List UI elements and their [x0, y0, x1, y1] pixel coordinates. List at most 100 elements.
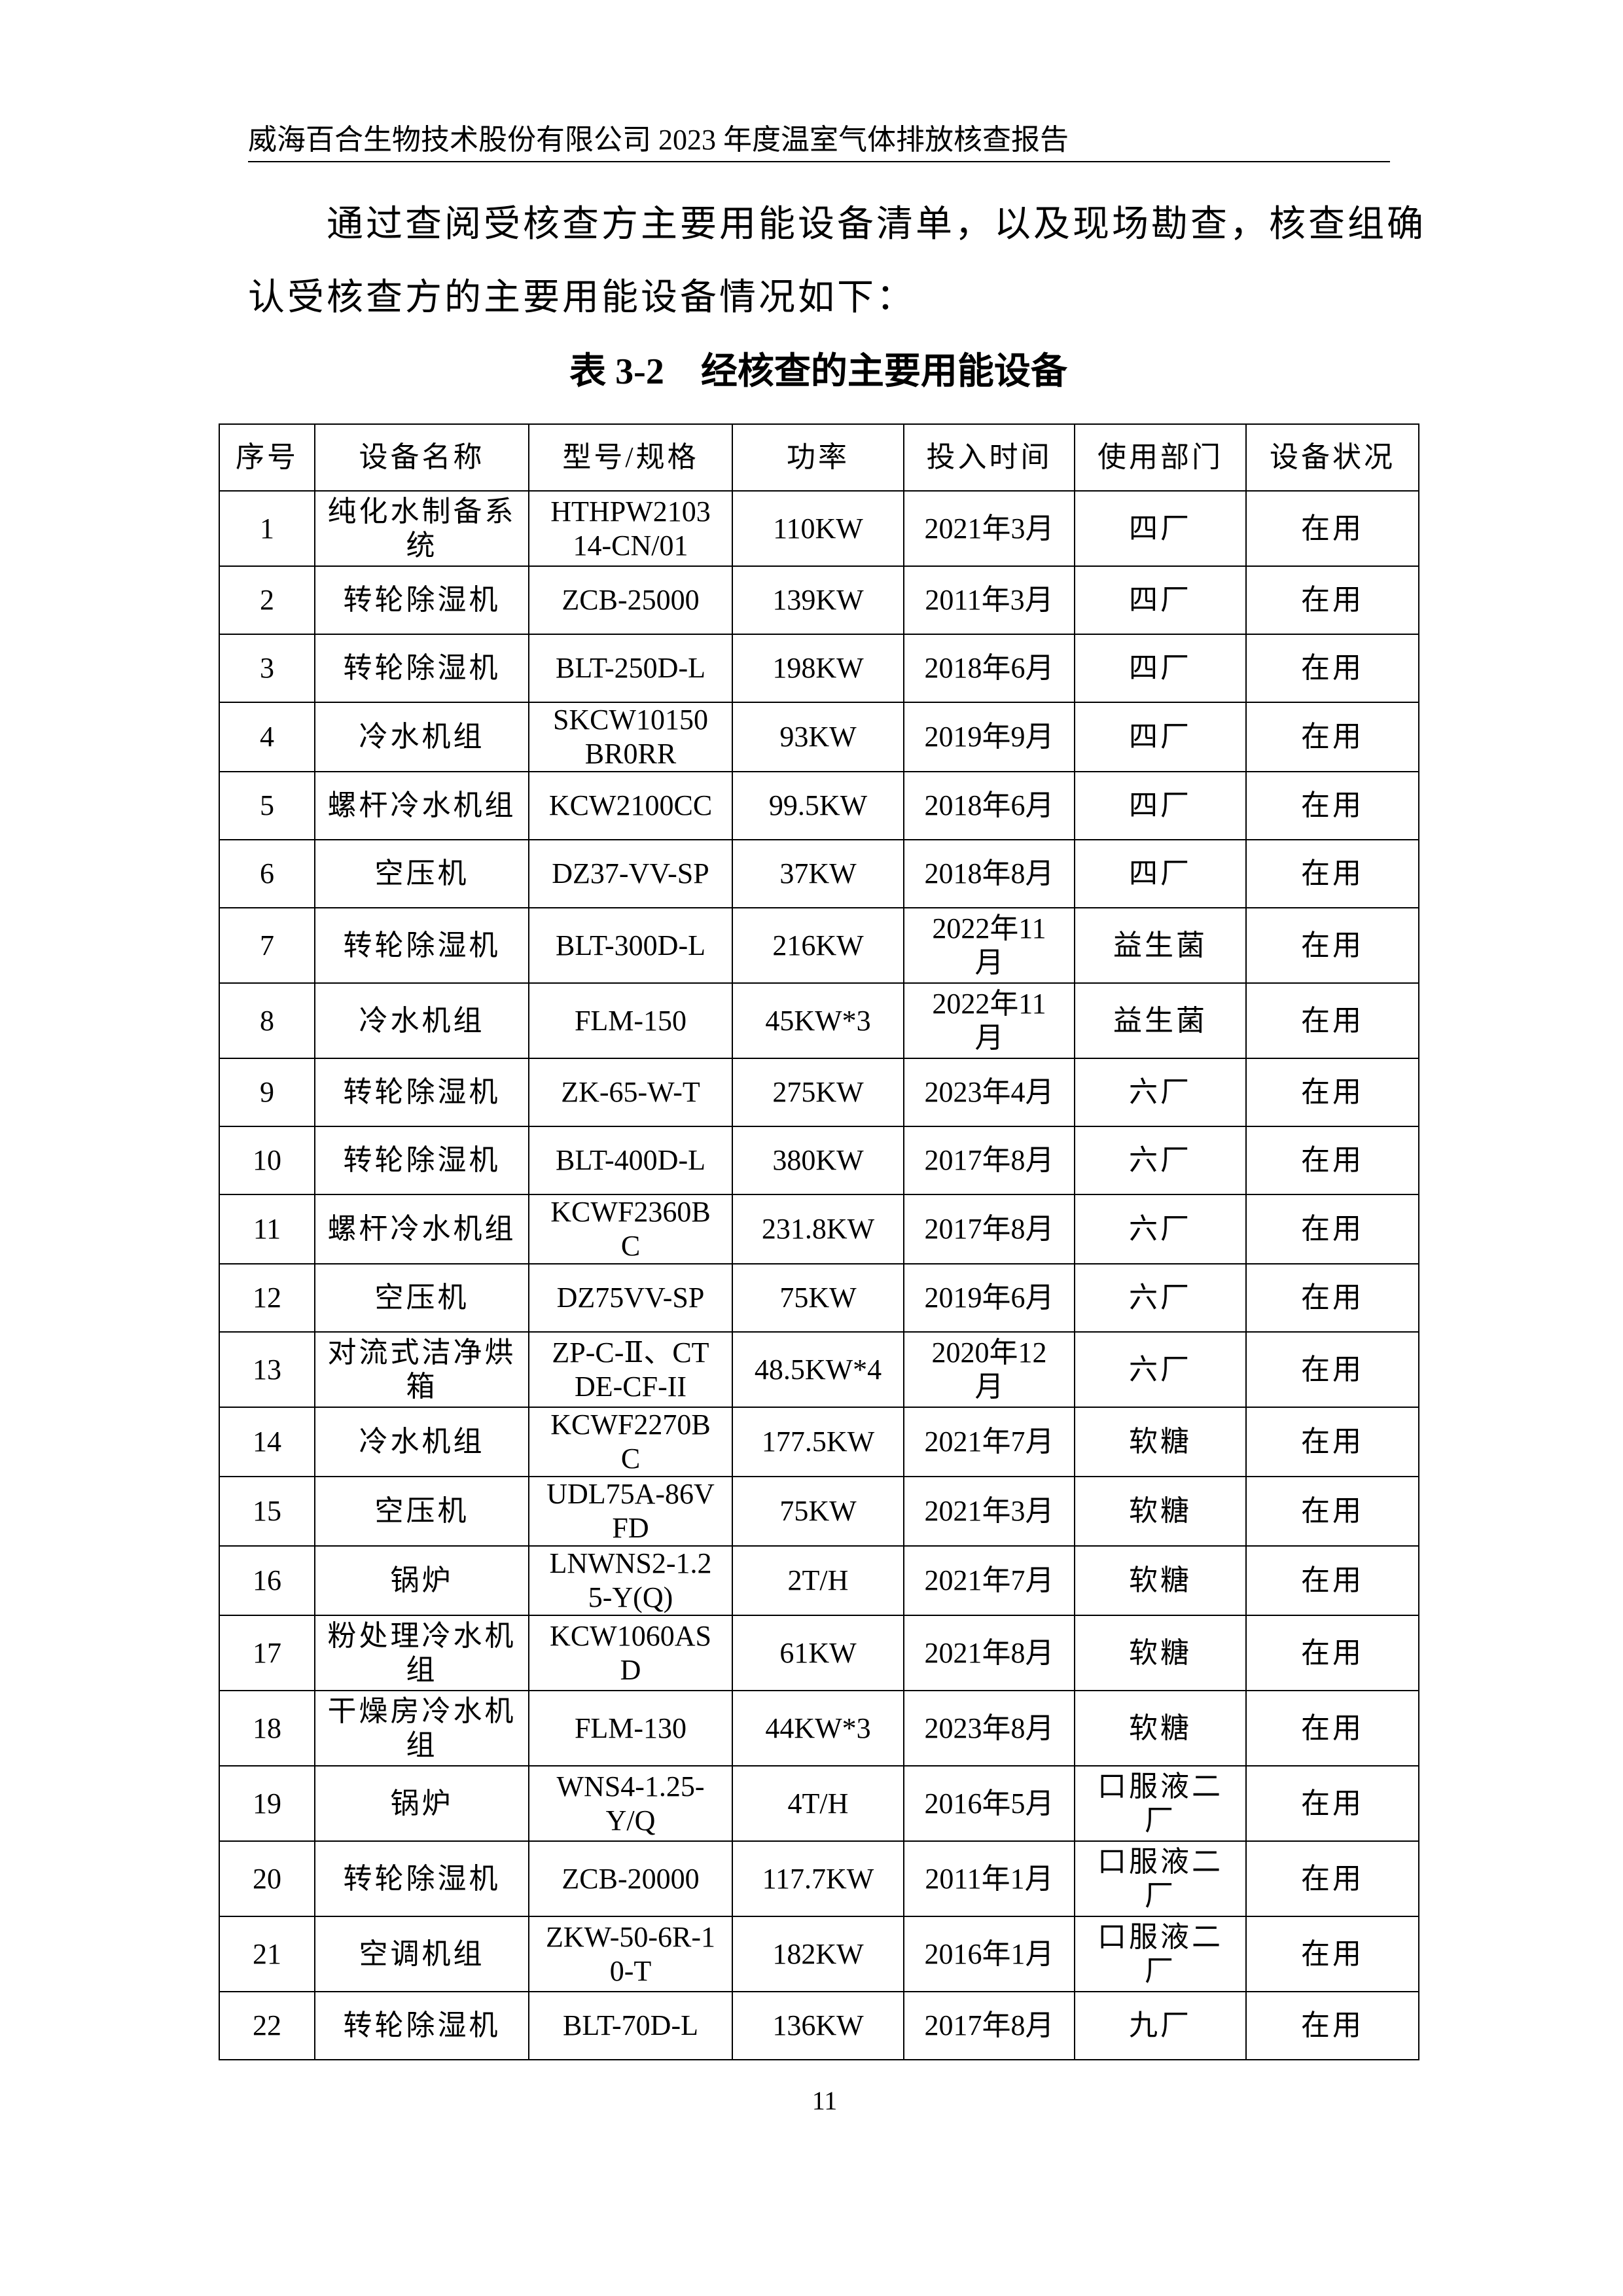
- cell-department: 软糖: [1074, 1545, 1247, 1616]
- cell-name: 转轮除湿机: [314, 907, 529, 984]
- cell-name: 锅炉: [314, 1765, 529, 1842]
- cell-date: 2018年8月: [903, 839, 1075, 908]
- cell-index: 22: [219, 1991, 315, 2060]
- table-row: 16 锅炉 LNWNS2-1.25-Y(Q) 2T/H 2021年7月 软糖 在用: [219, 1545, 1419, 1616]
- cell-department: 益生菌: [1074, 907, 1247, 984]
- cell-model: KCWF2360BC: [528, 1194, 733, 1265]
- cell-power: 380KW: [732, 1126, 904, 1195]
- header-name: 设备名称: [314, 423, 529, 492]
- table-row: 1 纯化水制备系统 HTHPW210314-CN/01 110KW 2021年3月 四厂在…: [219, 490, 1419, 567]
- cell-model: LNWNS2-1.25-Y(Q): [528, 1545, 733, 1616]
- cell-date: 2019年6月: [903, 1263, 1075, 1333]
- table-row: 6 空压机 DZ37-VV-SP 37KW 2018年8月 四厂 在用: [219, 839, 1419, 908]
- cell-model: BLT-300D-L: [528, 907, 733, 984]
- cell-model: DZ37-VV-SP: [528, 839, 733, 908]
- cell-index: 10: [219, 1126, 315, 1195]
- table-row: 9 转轮除湿机 ZK-65-W-T 275KW 2023年4月 六厂 在用: [219, 1058, 1419, 1127]
- cell-date: 2018年6月: [903, 771, 1075, 840]
- cell-power: 275KW: [732, 1058, 904, 1127]
- cell-power: 99.5KW: [732, 771, 904, 840]
- table-row: 10 转轮除湿机 BLT-400D-L 380KW 2017年8月 六厂 在用: [219, 1126, 1419, 1195]
- table-row: 4 冷水机组 SKCW10150BR0RR 93KW 2019年9月 四厂 在用: [219, 702, 1419, 772]
- cell-date: 2018年6月: [903, 634, 1075, 703]
- header-date: 投入时间: [903, 423, 1075, 492]
- table-row: 21 空调机组 ZKW-50-6R-10-T 182KW 2016年1月 口服液二厂 在用: [219, 1916, 1419, 1992]
- cell-status: 在用: [1245, 1058, 1419, 1127]
- cell-power: 45KW*3: [732, 982, 904, 1059]
- cell-date: 2017年8月: [903, 1126, 1075, 1195]
- cell-department: 六厂: [1074, 1194, 1247, 1265]
- cell-name: 转轮除湿机: [314, 565, 529, 635]
- cell-date: 2011年3月: [903, 565, 1075, 635]
- cell-model: SKCW10150BR0RR: [528, 702, 733, 772]
- cell-department: 六厂: [1074, 1263, 1247, 1333]
- cell-status: 在用: [1245, 907, 1419, 984]
- cell-status: 在用: [1245, 1916, 1419, 1992]
- cell-model: KCW1060ASD: [528, 1615, 733, 1691]
- table-row: 22 转轮除湿机 BLT-70D-L 136KW 2017年8月 九厂 在用: [219, 1991, 1419, 2060]
- cell-name: 螺杆冷水机组: [314, 771, 529, 840]
- cell-model: UDL75A-86VFD: [528, 1476, 733, 1547]
- cell-date: 2023年4月: [903, 1058, 1075, 1127]
- cell-model: BLT-400D-L: [528, 1126, 733, 1195]
- cell-date: 2022年11月: [903, 982, 1075, 1059]
- cell-status: 在用: [1245, 1615, 1419, 1691]
- intro-line-1: 通过查阅受核查方主要用能设备清单，以及现场勘查，核查组确: [327, 204, 1426, 245]
- cell-name: 转轮除湿机: [314, 634, 529, 703]
- cell-index: 17: [219, 1615, 315, 1691]
- cell-department: 四厂: [1074, 702, 1247, 772]
- header-department: 使用部门: [1074, 423, 1247, 492]
- cell-index: 7: [219, 907, 315, 984]
- table-row: 14 冷水机组 KCWF2270BC 177.5KW 2021年7月 软糖 在用: [219, 1407, 1419, 1477]
- cell-date: 2021年8月: [903, 1615, 1075, 1691]
- table-row: 12 空压机 DZ75VV-SP 75KW 2019年6月 六厂 在用: [219, 1263, 1419, 1333]
- cell-name: 冷水机组: [314, 702, 529, 772]
- table-row: 7 转轮除湿机 BLT-300D-L 216KW 2022年11月 益生菌 在用: [219, 907, 1419, 984]
- cell-date: 2020年12月: [903, 1331, 1075, 1408]
- cell-department: 九厂: [1074, 1991, 1247, 2060]
- cell-index: 13: [219, 1331, 315, 1408]
- cell-department: 益生菌: [1074, 982, 1247, 1059]
- cell-power: 61KW: [732, 1615, 904, 1691]
- cell-name: 锅炉: [314, 1545, 529, 1616]
- running-header: 威海百合生物技术股份有限公司 2023 年度温室气体排放核查报告: [248, 124, 1069, 156]
- cell-index: 14: [219, 1407, 315, 1477]
- cell-status: 在用: [1245, 771, 1419, 840]
- cell-status: 在用: [1245, 1263, 1419, 1333]
- cell-status: 在用: [1245, 1690, 1419, 1767]
- cell-power: 231.8KW: [732, 1194, 904, 1265]
- cell-name: 转轮除湿机: [314, 1058, 529, 1127]
- table-row: 15 空压机 UDL75A-86VFD 75KW 2021年3月 软糖 在用: [219, 1476, 1419, 1547]
- cell-date: 2016年5月: [903, 1765, 1075, 1842]
- cell-date: 2022年11月: [903, 907, 1075, 984]
- cell-index: 6: [219, 839, 315, 908]
- table-title: 表 3-2 经核查的主要用能设备: [569, 351, 1067, 392]
- table-row: 8 冷水机组 FLM-150 45KW*3 2022年11月 益生菌 在用: [219, 982, 1419, 1059]
- cell-index: 1: [219, 490, 315, 567]
- cell-name: 空调机组: [314, 1916, 529, 1992]
- intro-line-2: 认受核查方的主要用能设备情况如下：: [248, 278, 916, 318]
- cell-index: 8: [219, 982, 315, 1059]
- header-index: 序号: [219, 423, 315, 492]
- cell-model: DZ75VV-SP: [528, 1263, 733, 1333]
- cell-department: 口服液二厂: [1074, 1765, 1247, 1842]
- cell-power: 110KW: [732, 490, 904, 567]
- cell-department: 口服液二厂: [1074, 1916, 1247, 1992]
- table-row: 11 螺杆冷水机组 KCWF2360BC 231.8KW 2017年8月 六厂 在用: [219, 1194, 1419, 1265]
- cell-department: 四厂: [1074, 771, 1247, 840]
- table-header-row: 序号 设备名称 型号/规格 功率 投入时间 使用部门 设备状况: [219, 423, 1419, 492]
- table-row: 5 螺杆冷水机组 KCW2100CC 99.5KW 2018年6月 四厂 在用: [219, 771, 1419, 840]
- cell-department: 四厂: [1074, 490, 1247, 567]
- cell-model: KCWF2270BC: [528, 1407, 733, 1477]
- table-row: 3 转轮除湿机 BLT-250D-L 198KW 2018年6月 四厂 在用: [219, 634, 1419, 703]
- cell-model: WNS4-1.25-Y/Q: [528, 1765, 733, 1842]
- cell-model: ZCB-20000: [528, 1840, 733, 1917]
- cell-date: 2011年1月: [903, 1840, 1075, 1917]
- cell-department: 六厂: [1074, 1331, 1247, 1408]
- page-number: 11: [812, 2086, 838, 2115]
- cell-power: 216KW: [732, 907, 904, 984]
- cell-date: 2021年3月: [903, 490, 1075, 567]
- cell-power: 136KW: [732, 1991, 904, 2060]
- cell-department: 软糖: [1074, 1407, 1247, 1477]
- table-row: 2 转轮除湿机 ZCB-25000 139KW 2011年3月 四厂 在用: [219, 565, 1419, 635]
